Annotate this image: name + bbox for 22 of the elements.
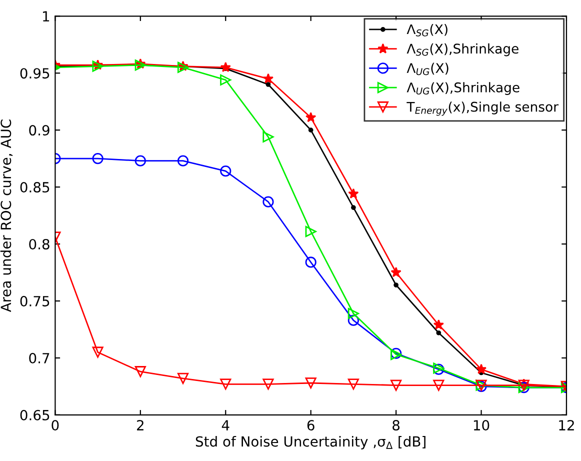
x-tick-label: 0 <box>52 420 59 431</box>
x-tick-label: 2 <box>137 420 144 430</box>
y-tick-label: 0.7 <box>29 352 50 364</box>
y-tick-label: 0.65 <box>20 410 50 420</box>
legend-label: Λ$_{SG}$(X) <box>406 24 448 36</box>
x-axis-title: Std of Noise Uncertainity ,σ$_{Δ}$ [dB] <box>196 436 426 450</box>
x-tick-label: 10 <box>474 420 490 431</box>
y-tick-label: 0.95 <box>20 68 50 79</box>
x-tick-label: 8 <box>392 420 400 431</box>
y-tick-label: 0.75 <box>20 296 50 306</box>
legend-label: Λ$_{UG}$(X),Shrinkage <box>406 82 520 95</box>
y-tick-label: 1 <box>43 11 50 22</box>
legend-label: Λ$_{UG}$(X) <box>406 62 448 76</box>
y-tick-label: 0.8 <box>29 238 50 250</box>
x-tick-label: 4 <box>222 420 230 430</box>
y-tick-label: 0.85 <box>20 182 50 193</box>
legend-label: Λ$_{SG}$(X),Shrinkage <box>406 43 518 56</box>
x-tick-label: 12 <box>559 420 574 430</box>
y-axis-title: Area under ROC curve, AUC <box>0 120 13 312</box>
legend-label: T$_{Energy}$(x),Single sensor <box>406 102 559 116</box>
y-tick-label: 0.9 <box>29 125 50 136</box>
x-tick-label: 6 <box>307 420 314 431</box>
